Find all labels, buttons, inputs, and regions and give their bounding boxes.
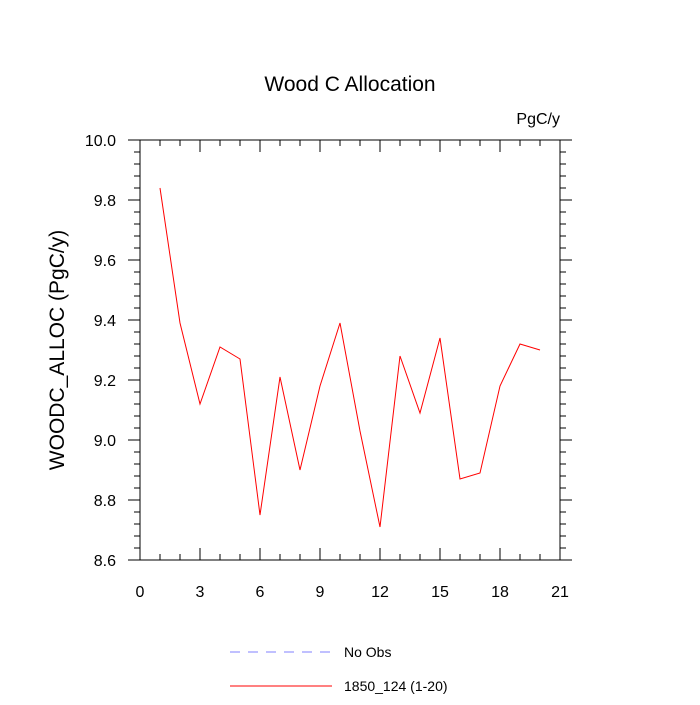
x-tick-label: 3 xyxy=(196,584,205,601)
y-tick-label: 9.4 xyxy=(94,313,116,330)
units-label: PgC/y xyxy=(516,111,560,128)
y-axis-label: WOODC_ALLOC (PgC/y) xyxy=(46,230,69,470)
tick-labels: 0 3 6 9 12 15 18 21 8.6 8.8 9.0 9.2 9.4 9.6 9.8 10.0 xyxy=(85,133,569,601)
chart-title: Wood C Allocation xyxy=(264,73,435,96)
series-layer xyxy=(159,187,541,528)
legend: No Obs 1850_124 (1-20) xyxy=(230,644,448,694)
y-tick-label: 10.0 xyxy=(85,133,116,150)
y-tick-label: 9.6 xyxy=(94,253,116,270)
axis-ticks xyxy=(128,139,572,561)
y-tick-label: 8.8 xyxy=(94,493,116,510)
series-line xyxy=(159,187,541,528)
y-tick-label: 8.6 xyxy=(94,553,116,570)
y-tick-label: 9.8 xyxy=(94,193,116,210)
y-tick-label: 9.0 xyxy=(94,433,116,450)
x-tick-label: 9 xyxy=(316,584,325,601)
y-tick-label: 9.2 xyxy=(94,373,116,390)
x-tick-label: 21 xyxy=(551,584,569,601)
x-tick-label: 12 xyxy=(371,584,389,601)
plot-frame xyxy=(139,139,561,561)
x-tick-label: 6 xyxy=(256,584,265,601)
legend-label: No Obs xyxy=(344,644,391,660)
x-tick-label: 15 xyxy=(431,584,449,601)
x-tick-label: 0 xyxy=(136,584,145,601)
x-tick-label: 18 xyxy=(491,584,509,601)
legend-label: 1850_124 (1-20) xyxy=(344,678,448,694)
